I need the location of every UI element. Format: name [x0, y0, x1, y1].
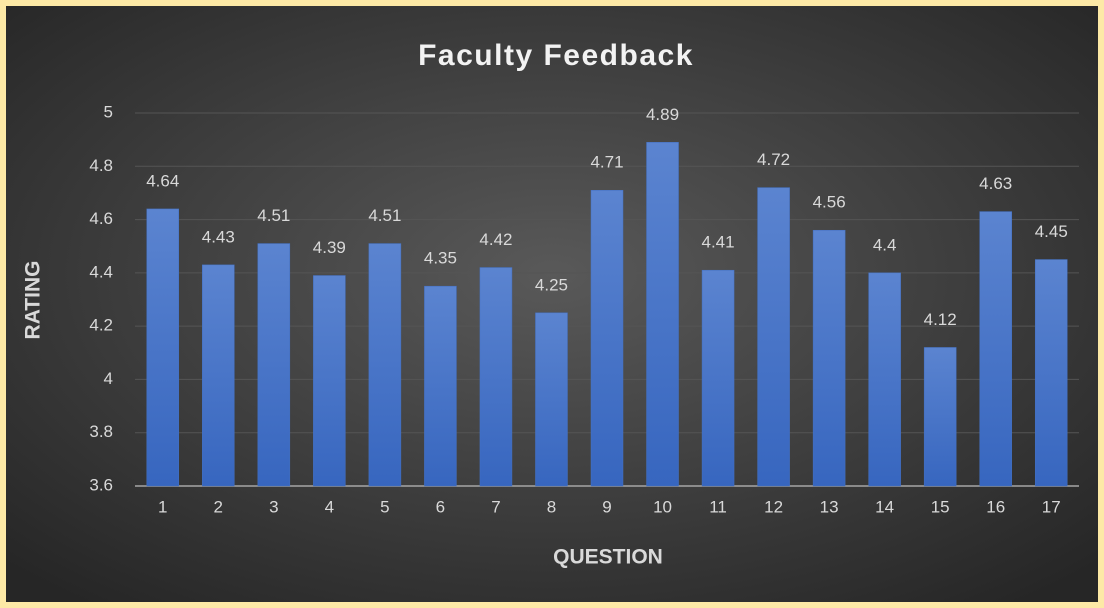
bar [868, 272, 901, 487]
x-tick-label: 7 [491, 497, 500, 516]
x-tick-label: 3 [269, 497, 278, 516]
data-label: 4.39 [313, 238, 346, 257]
data-label: 4.51 [368, 206, 401, 225]
data-label: 4.56 [813, 193, 846, 212]
data-label: 4.43 [202, 227, 235, 246]
x-tick-label: 15 [931, 497, 950, 516]
bar [257, 243, 291, 487]
x-tick-label: 11 [709, 497, 727, 516]
y-tick-label: 4.2 [89, 316, 113, 335]
data-label: 4.63 [979, 174, 1012, 193]
bar [701, 269, 735, 487]
y-tick-label: 3.6 [89, 475, 113, 494]
x-tick-label: 17 [1042, 497, 1061, 516]
chart-background [6, 6, 1098, 602]
x-tick-label: 1 [158, 497, 167, 516]
data-label: 4.64 [146, 171, 179, 190]
x-tick-label: 4 [325, 497, 334, 516]
data-label: 4.51 [257, 206, 290, 225]
chart-title: Faculty Feedback [418, 39, 694, 72]
bar [646, 142, 679, 487]
data-label: 4.72 [757, 150, 790, 169]
x-axis-title: QUESTION [553, 546, 663, 569]
x-tick-label: 14 [875, 497, 894, 516]
bar [202, 264, 235, 487]
data-label: 4.41 [702, 233, 735, 252]
y-tick-label: 5 [104, 102, 113, 121]
x-tick-label: 10 [653, 497, 672, 516]
x-tick-label: 2 [214, 497, 223, 516]
bar [479, 267, 513, 487]
bar [424, 285, 457, 487]
x-tick-label: 9 [602, 497, 611, 516]
data-label: 4.25 [535, 275, 568, 294]
data-label: 4.45 [1035, 222, 1068, 241]
data-label: 4.4 [873, 235, 897, 254]
data-label: 4.42 [479, 230, 512, 249]
y-tick-label: 4.8 [89, 156, 113, 175]
bar [979, 211, 1012, 487]
x-tick-label: 5 [380, 497, 389, 516]
data-label: 4.12 [924, 310, 957, 329]
y-tick-label: 4.6 [89, 209, 113, 228]
x-tick-label: 12 [764, 497, 783, 516]
bar [535, 312, 568, 487]
x-tick-label: 16 [986, 497, 1005, 516]
bar [313, 275, 346, 487]
data-label: 4.89 [646, 105, 679, 124]
data-label: 4.71 [590, 153, 623, 172]
y-tick-label: 3.8 [89, 422, 113, 441]
bar [923, 347, 957, 487]
x-tick-label: 13 [820, 497, 839, 516]
bar [757, 187, 790, 487]
y-axis-title: RATING [22, 261, 45, 340]
x-tick-label: 6 [436, 497, 445, 516]
bar [1034, 259, 1068, 487]
bar [812, 229, 846, 487]
y-tick-label: 4.4 [89, 262, 113, 281]
data-label: 4.35 [424, 249, 457, 268]
bar [590, 190, 624, 487]
x-tick-label: 8 [547, 497, 556, 516]
y-tick-label: 4 [104, 369, 113, 388]
bar [146, 208, 180, 487]
bar [368, 243, 402, 487]
